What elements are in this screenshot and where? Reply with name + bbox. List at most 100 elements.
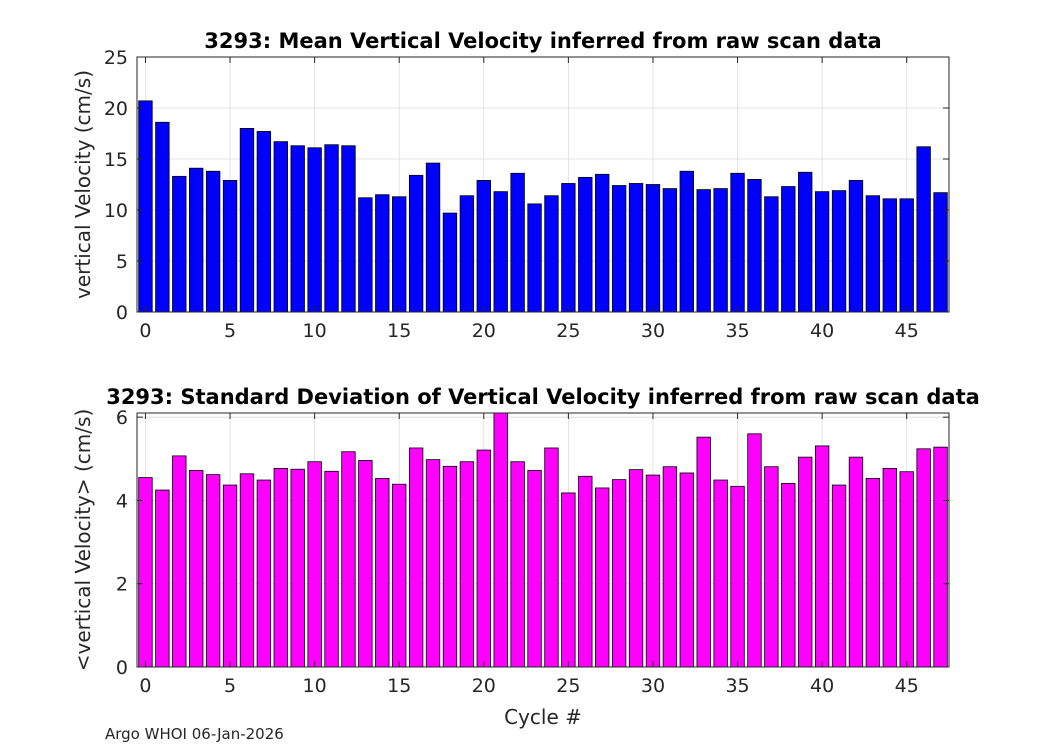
x-tick-label: 15 bbox=[387, 675, 411, 697]
bar bbox=[645, 474, 661, 668]
y-tick-label: 5 bbox=[116, 251, 128, 273]
bar bbox=[814, 445, 830, 668]
axes-box bbox=[136, 412, 950, 668]
bar bbox=[273, 467, 288, 668]
y-tick-label: 25 bbox=[104, 47, 128, 69]
x-tick-label: 10 bbox=[303, 675, 327, 697]
bar bbox=[831, 190, 847, 313]
x-tick-label: 0 bbox=[139, 675, 151, 697]
bar bbox=[899, 198, 914, 313]
bar bbox=[239, 127, 255, 313]
bar bbox=[138, 100, 153, 313]
bar bbox=[730, 172, 745, 313]
bar bbox=[459, 461, 475, 668]
bar bbox=[764, 196, 779, 313]
y-tick-label: 20 bbox=[104, 98, 128, 120]
bar bbox=[831, 484, 847, 668]
bar bbox=[916, 146, 931, 313]
bar bbox=[595, 487, 610, 668]
bar bbox=[882, 467, 897, 668]
bar bbox=[814, 191, 830, 313]
bar bbox=[290, 145, 305, 313]
x-tick-label: 15 bbox=[387, 320, 411, 342]
bar bbox=[747, 433, 762, 668]
bar bbox=[425, 162, 441, 313]
bar bbox=[442, 465, 458, 668]
bar bbox=[408, 447, 424, 668]
bar bbox=[662, 466, 678, 668]
bar bbox=[273, 141, 288, 313]
x-tick-label: 10 bbox=[303, 320, 327, 342]
bar bbox=[916, 448, 931, 668]
bar bbox=[865, 477, 881, 668]
bar bbox=[798, 171, 813, 313]
bar bbox=[172, 175, 187, 313]
chart-title: 3293: Standard Deviation of Vertical Vel… bbox=[106, 385, 980, 409]
x-tick-label: 40 bbox=[810, 320, 834, 342]
bar bbox=[324, 470, 339, 668]
y-tick-label: 10 bbox=[104, 200, 128, 222]
bar bbox=[205, 474, 221, 668]
bar bbox=[713, 188, 728, 313]
bar bbox=[561, 183, 576, 313]
bar bbox=[595, 173, 610, 313]
bar bbox=[256, 131, 272, 313]
bar bbox=[358, 197, 373, 313]
bar bbox=[222, 180, 238, 313]
bar bbox=[628, 469, 644, 668]
x-tick-label: 35 bbox=[725, 320, 749, 342]
y-tick-label: 6 bbox=[116, 407, 128, 429]
bar bbox=[459, 195, 475, 313]
bar bbox=[713, 479, 728, 668]
bar bbox=[493, 191, 508, 313]
bar bbox=[408, 174, 424, 313]
bar bbox=[561, 492, 576, 668]
bar bbox=[307, 461, 322, 668]
x-tick-label: 5 bbox=[224, 675, 236, 697]
x-tick-label: 45 bbox=[895, 675, 919, 697]
bar bbox=[933, 192, 948, 313]
bar bbox=[781, 482, 796, 668]
footer-credit: Argo WHOI 06-Jan-2026 bbox=[105, 725, 284, 743]
bar bbox=[696, 189, 711, 313]
bar bbox=[290, 468, 305, 668]
bar bbox=[375, 477, 390, 668]
bar bbox=[375, 194, 390, 313]
bar bbox=[848, 180, 864, 313]
bar bbox=[476, 449, 491, 668]
bar bbox=[307, 147, 322, 313]
bar bbox=[189, 167, 204, 313]
bar bbox=[611, 185, 627, 313]
bar bbox=[544, 447, 559, 668]
bar bbox=[442, 212, 458, 313]
bar bbox=[493, 412, 508, 668]
y-tick-label: 0 bbox=[116, 657, 128, 679]
bar bbox=[256, 479, 272, 668]
x-tick-label: 40 bbox=[810, 675, 834, 697]
x-axis-label: Cycle # bbox=[504, 705, 582, 729]
bar bbox=[172, 455, 187, 668]
bar bbox=[155, 489, 170, 668]
bar bbox=[662, 188, 678, 313]
x-tick-label: 30 bbox=[641, 320, 665, 342]
bar bbox=[155, 121, 170, 313]
bar bbox=[358, 460, 373, 668]
x-tick-label: 20 bbox=[472, 675, 496, 697]
y-tick-label: 0 bbox=[116, 302, 128, 324]
bar bbox=[527, 203, 542, 313]
x-tick-label: 25 bbox=[556, 675, 580, 697]
x-tick-label: 45 bbox=[895, 320, 919, 342]
bar bbox=[510, 172, 525, 313]
y-axis-label: vertical Velocity (cm/s) bbox=[71, 70, 95, 299]
y-tick-label: 4 bbox=[116, 490, 128, 512]
bar bbox=[764, 466, 779, 668]
bar bbox=[781, 186, 796, 313]
bar bbox=[476, 180, 491, 313]
x-tick-label: 20 bbox=[472, 320, 496, 342]
bar bbox=[933, 446, 948, 668]
bar bbox=[205, 170, 221, 313]
bar bbox=[138, 477, 153, 668]
